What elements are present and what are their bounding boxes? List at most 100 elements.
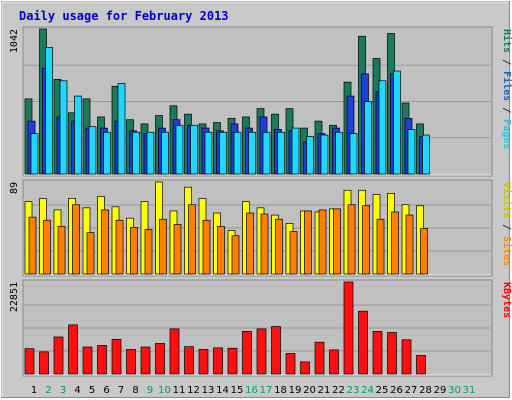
- bar-pages: [219, 131, 227, 175]
- bar-sites: [405, 214, 414, 275]
- series-sites: [28, 204, 428, 275]
- bar-pages: [30, 133, 39, 175]
- bar-pages: [117, 83, 126, 175]
- bar-kbytes: [227, 347, 238, 375]
- bar-sites: [173, 224, 182, 275]
- x-axis: 1 2 3 4 5 6 7 8 9 10 11 12 13 14 15 16 17 18 19 20 21 22 23 24 2…: [31, 385, 476, 396]
- bar-sites: [304, 210, 312, 275]
- bar-kbytes: [111, 339, 122, 375]
- bar-pages: [306, 136, 314, 175]
- x-tick-label: 20: [303, 385, 316, 396]
- series-pages: [30, 47, 430, 175]
- y-max-label: 1042: [9, 29, 20, 53]
- bar-sites: [289, 231, 298, 275]
- bar-pages: [132, 131, 140, 175]
- bar-pages: [204, 131, 213, 175]
- x-tick-label: 15: [231, 385, 244, 396]
- bar-sites: [391, 211, 399, 275]
- legend-item: /: [501, 101, 512, 119]
- x-tick-label: 12: [187, 385, 200, 396]
- bar-kbytes: [39, 351, 49, 375]
- x-tick-label: 4: [74, 385, 80, 396]
- bar-pages: [88, 126, 97, 175]
- bar-kbytes: [343, 281, 354, 375]
- legend-item: Pages: [501, 119, 512, 149]
- bar-kbytes: [184, 346, 194, 375]
- bar-pages: [103, 131, 111, 175]
- x-tick-label: 25: [376, 385, 389, 396]
- bar-pages: [233, 131, 242, 175]
- x-tick-label: 6: [103, 385, 109, 396]
- legend-item: Hits: [501, 29, 512, 53]
- bar-kbytes: [126, 349, 136, 375]
- series-legend: KBytes: [501, 282, 512, 318]
- bar-pages: [146, 131, 155, 175]
- bar-pages: [277, 131, 285, 175]
- bar-pages: [175, 124, 184, 175]
- bar-sites: [188, 204, 196, 275]
- x-tick-label: 28: [419, 385, 432, 396]
- series-legend: Visits / Sites: [501, 182, 512, 266]
- bar-sites: [101, 209, 109, 275]
- x-tick-label: 27: [405, 385, 418, 396]
- bar-sites: [217, 226, 225, 275]
- bar-pages: [161, 131, 169, 175]
- bar-sites: [159, 218, 167, 275]
- bar-sites: [43, 219, 51, 275]
- bar-sites: [318, 209, 327, 275]
- series-visits: [24, 181, 424, 275]
- bar-kbytes: [387, 332, 397, 375]
- bar-sites: [115, 219, 124, 275]
- bar-sites: [260, 213, 269, 275]
- panels-layer: 1042 Hits / Files / Pages 89 Visits / Sites…: [9, 26, 512, 377]
- bar-sites: [28, 216, 37, 275]
- bar-sites: [420, 228, 428, 275]
- bar-kbytes: [198, 349, 209, 375]
- bar-sites: [275, 218, 283, 275]
- series-legend: Hits / Files / Pages: [501, 29, 512, 149]
- bar-kbytes: [256, 328, 267, 375]
- bar-sites: [130, 227, 138, 275]
- bar-pages: [291, 127, 300, 175]
- chart-title: Daily usage for February 2013: [19, 9, 229, 23]
- y-max-label: 89: [9, 182, 20, 194]
- bar-pages: [349, 133, 358, 175]
- bar-sites: [72, 204, 80, 275]
- legend-item: Files: [501, 71, 512, 101]
- bar-kbytes: [242, 330, 252, 375]
- bar-kbytes: [82, 346, 93, 375]
- bar-pages: [378, 80, 387, 175]
- bar-pages: [422, 134, 430, 175]
- bar-kbytes: [285, 353, 296, 375]
- bar-kbytes: [213, 347, 223, 375]
- x-tick-label: 29: [434, 385, 447, 396]
- bar-kbytes: [24, 348, 35, 375]
- x-tick-label: 31: [463, 385, 476, 396]
- bar-pages: [407, 129, 416, 175]
- bar-kbytes: [358, 310, 368, 375]
- legend-item: Sites: [501, 236, 512, 266]
- x-tick-label: 26: [390, 385, 403, 396]
- panel-kbytes: 22851 KBytes: [9, 279, 512, 377]
- bar-pages: [248, 131, 256, 175]
- series-kbytes: [24, 281, 426, 375]
- bar-sites: [333, 208, 341, 275]
- bar-pages: [262, 131, 271, 175]
- x-tick-label: 5: [89, 385, 95, 396]
- bar-pages: [335, 131, 343, 175]
- x-tick-label: 21: [318, 385, 331, 396]
- bar-pages: [45, 47, 53, 175]
- bar-sites: [246, 212, 254, 275]
- bar-kbytes: [140, 346, 151, 375]
- bar-sites: [57, 226, 66, 275]
- panel-hits-files-pages: 1042 Hits / Files / Pages: [9, 26, 512, 177]
- x-tick-label: 3: [60, 385, 66, 396]
- bar-sites: [231, 235, 240, 275]
- bar-pages: [59, 80, 68, 175]
- x-tick-label: 30: [448, 385, 461, 396]
- x-tick-label: 18: [274, 385, 287, 396]
- x-tick-label: 19: [289, 385, 302, 396]
- x-tick-label: 10: [158, 385, 171, 396]
- bar-kbytes: [314, 341, 325, 375]
